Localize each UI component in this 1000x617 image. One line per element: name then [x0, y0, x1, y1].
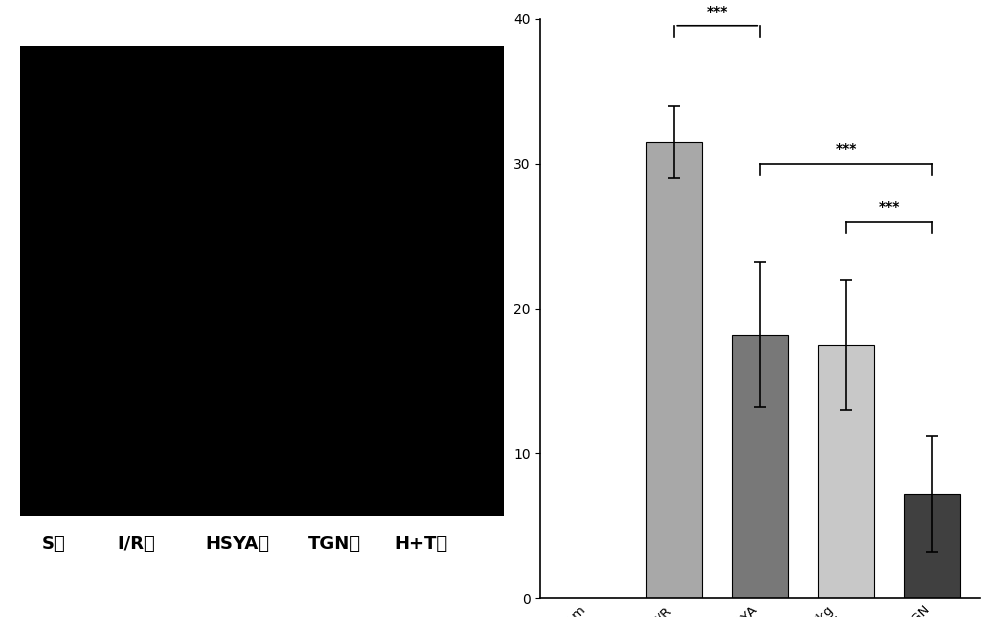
Text: HSYA组: HSYA组 [206, 535, 270, 553]
Text: ***: *** [835, 143, 857, 156]
Bar [732, 334, 788, 598]
Bar [646, 142, 702, 598]
Text: ***: *** [878, 201, 900, 214]
Text: ***: *** [707, 4, 728, 19]
Bar [818, 345, 874, 598]
Text: H+T组: H+T组 [395, 535, 448, 553]
Text: I/R组: I/R组 [117, 535, 155, 553]
Text: S组: S组 [42, 535, 66, 553]
Y-axis label: Infarct volume
(%of cererbrum): Infarct volume (%of cererbrum) [472, 245, 505, 372]
Bar [904, 494, 960, 598]
Text: TGN组: TGN组 [308, 535, 361, 553]
